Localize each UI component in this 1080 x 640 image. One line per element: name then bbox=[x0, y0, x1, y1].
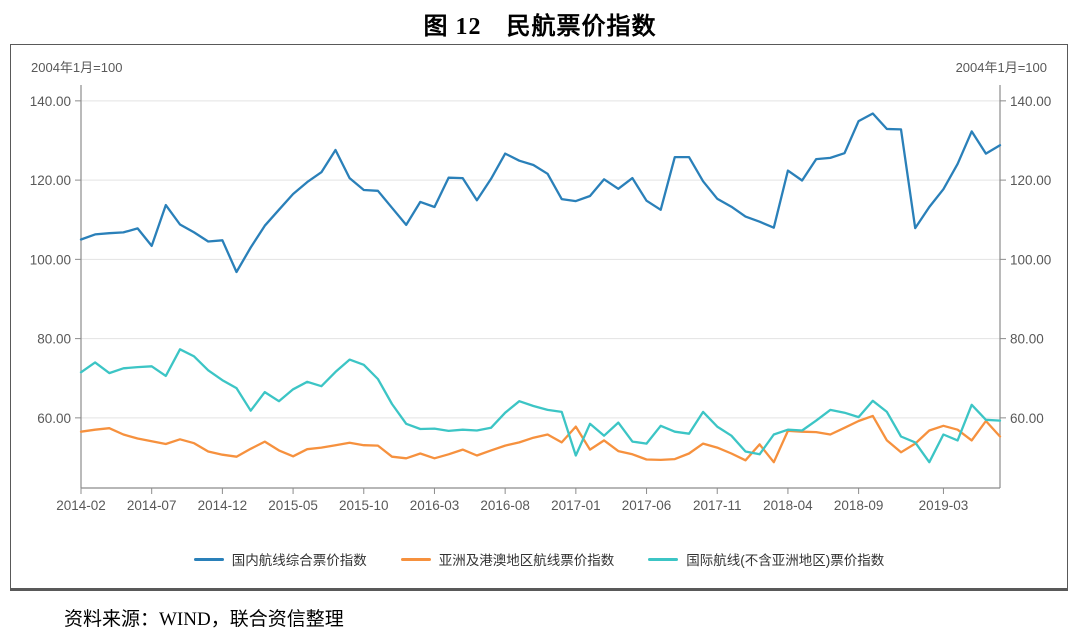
legend-item-1: 亚洲及港澳地区航线票价指数 bbox=[400, 549, 615, 569]
x-tick-label: 2017-06 bbox=[622, 498, 672, 513]
legend-swatch-1 bbox=[400, 557, 431, 561]
y-tick-label-right: 140.00 bbox=[1010, 94, 1051, 109]
y-tick-label-right: 80.00 bbox=[1010, 332, 1044, 347]
x-tick-label: 2017-11 bbox=[693, 498, 742, 513]
x-tick-label: 2015-10 bbox=[339, 498, 389, 513]
legend-label-1: 亚洲及港澳地区航线票价指数 bbox=[438, 553, 615, 568]
chart-canvas: 60.00 60.00 80.00 80.00 100.00 100.00 120.00 12… bbox=[30, 85, 1051, 513]
y-tick-label-left: 60.00 bbox=[37, 411, 71, 426]
y-tick-label-right: 120.00 bbox=[1010, 173, 1051, 188]
x-tick-label: 2014-02 bbox=[56, 498, 106, 513]
y-tick-label-left: 140.00 bbox=[30, 94, 71, 109]
x-tick-label: 2014-07 bbox=[127, 498, 177, 513]
chart-title: 图 12 民航票价指数 bbox=[423, 14, 657, 40]
legend-item-0: 国内航线综合票价指数 bbox=[193, 549, 367, 569]
legend-label-2: 国际航线(不含亚洲地区)票价指数 bbox=[686, 553, 885, 568]
x-tick-label: 2014-12 bbox=[198, 498, 248, 513]
x-tick-label: 2019-03 bbox=[919, 498, 969, 513]
legend-swatch-2 bbox=[648, 557, 679, 561]
y-tick-label-left: 120.00 bbox=[30, 173, 71, 188]
x-tick-label: 2018-09 bbox=[834, 498, 884, 513]
x-tick-label: 2016-08 bbox=[480, 498, 530, 513]
series-line-2 bbox=[79, 348, 1002, 464]
legend-label-0: 国内航线综合票价指数 bbox=[231, 553, 367, 568]
axis-note-right: 2004年1月=100 bbox=[955, 60, 1047, 75]
legend-swatch-0 bbox=[193, 557, 224, 561]
series-line-1 bbox=[79, 414, 1002, 464]
y-tick-label-right: 100.00 bbox=[1010, 252, 1051, 267]
legend: 国内航线综合票价指数 亚洲及港澳地区航线票价指数 国际航线(不含亚洲地区)票价指数 bbox=[11, 542, 1067, 576]
source-note: 资料来源：WIND，联合资信整理 bbox=[64, 609, 344, 630]
x-tick-label: 2016-03 bbox=[410, 498, 460, 513]
chart-panel: 2004年1月=100 2004年1月=100 60.00 60.00 80.00 8… bbox=[10, 44, 1068, 591]
x-tick-label: 2017-01 bbox=[551, 498, 601, 513]
y-tick-label-right: 60.00 bbox=[1010, 411, 1044, 426]
y-tick-label-left: 80.00 bbox=[37, 332, 71, 347]
axis-note-left: 2004年1月=100 bbox=[31, 60, 123, 75]
series-line-0 bbox=[79, 112, 1002, 274]
y-tick-label-left: 100.00 bbox=[30, 252, 71, 267]
x-tick-label: 2015-05 bbox=[268, 498, 318, 513]
x-tick-label: 2018-04 bbox=[763, 498, 813, 513]
legend-item-2: 国际航线(不含亚洲地区)票价指数 bbox=[648, 549, 884, 569]
